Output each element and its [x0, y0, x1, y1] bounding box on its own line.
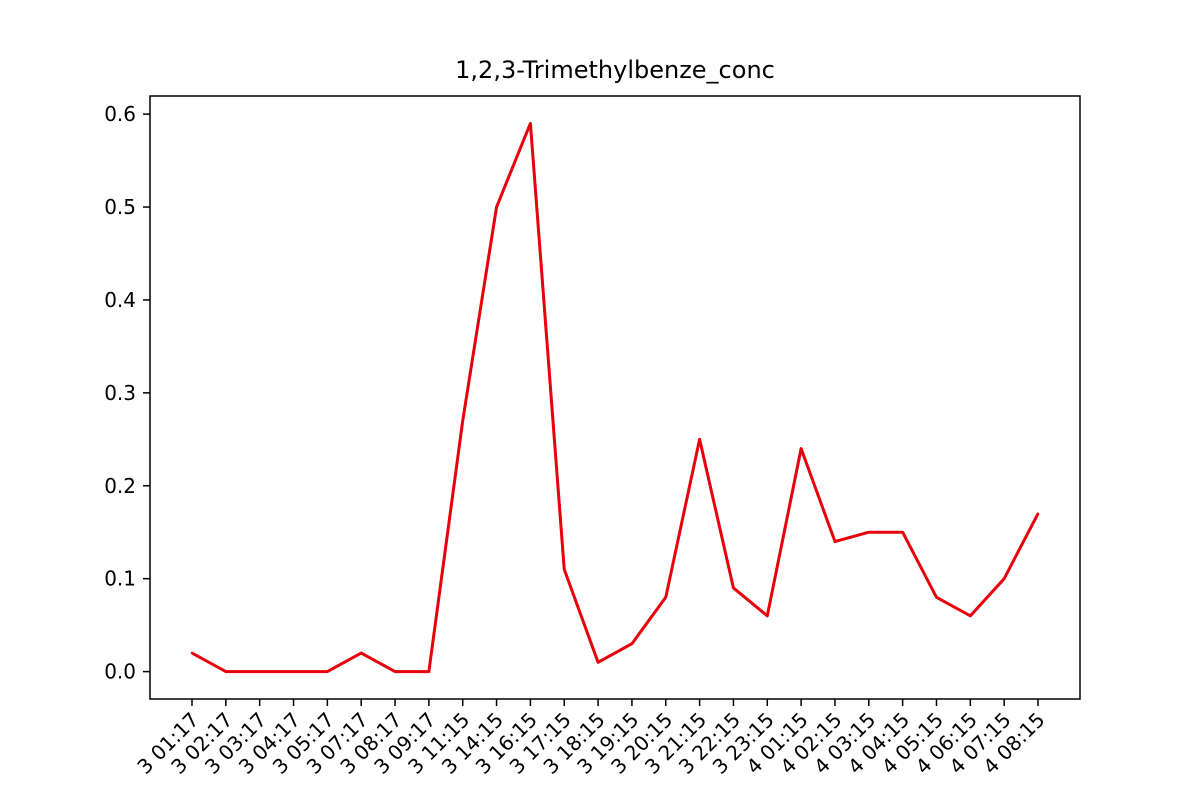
- data-point: [427, 670, 431, 673]
- data-point: [258, 670, 261, 673]
- plot-area-frame: [149, 95, 1081, 700]
- x-axis-ticks: 3 01:173 02:173 03:173 04:173 05:173 07:…: [132, 699, 1050, 779]
- series-layer: [190, 121, 1040, 674]
- data-point: [360, 651, 363, 655]
- series-line-0: [191, 121, 1040, 674]
- data-point: [901, 531, 904, 534]
- data-point: [596, 661, 600, 664]
- y-tick-label: 0.5: [104, 195, 136, 219]
- y-tick-label: 0.0: [104, 660, 136, 684]
- data-point: [799, 447, 803, 450]
- data-point: [190, 651, 194, 655]
- data-point: [292, 670, 295, 673]
- y-tick-label: 0.6: [104, 102, 136, 126]
- data-point: [224, 670, 228, 673]
- data-point: [630, 642, 634, 645]
- data-point: [935, 596, 938, 599]
- data-point: [326, 670, 329, 673]
- y-tick-label: 0.1: [104, 567, 136, 591]
- data-point: [732, 586, 735, 590]
- data-point: [1002, 577, 1006, 580]
- data-point: [698, 438, 701, 441]
- data-point: [969, 614, 972, 618]
- data-point: [461, 419, 464, 422]
- chart-title: 1,2,3-Trimethylbenze_conc: [455, 56, 775, 84]
- y-axis-ticks: 0.0 0.1 0.2 0.3 0.4 0.5 0.6: [104, 102, 150, 684]
- data-point: [766, 614, 769, 618]
- data-point: [563, 568, 566, 571]
- data-point: [495, 205, 498, 209]
- data-point: [664, 596, 667, 599]
- data-point: [393, 670, 397, 673]
- y-tick-label: 0.2: [104, 474, 136, 498]
- data-point: [833, 540, 837, 543]
- data-point: [1036, 512, 1040, 515]
- data-point: [529, 122, 532, 125]
- y-tick-label: 0.3: [104, 381, 136, 405]
- data-point: [867, 531, 870, 534]
- y-tick-label: 0.4: [104, 288, 136, 312]
